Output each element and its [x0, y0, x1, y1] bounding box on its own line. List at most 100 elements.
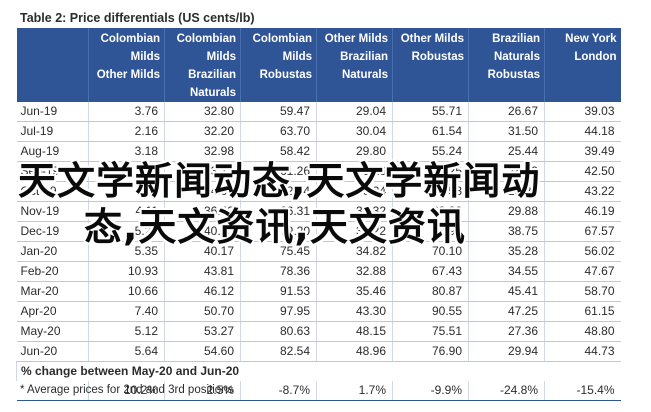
table-cell: 40.45	[164, 221, 241, 242]
table-cell: 62.20	[392, 201, 469, 222]
table-cell: 80.87	[392, 281, 469, 302]
table-cell: 39.49	[544, 141, 621, 162]
table-cell: 82.54	[240, 341, 317, 362]
table-cell: 35.22	[316, 221, 393, 242]
table-cell: 27.36	[468, 321, 545, 342]
table-cell: 2.16	[88, 121, 165, 142]
column-header: Other Milds Robustas	[392, 28, 469, 102]
table-cell: 32.20	[164, 121, 241, 142]
table-cell: 63.70	[240, 121, 317, 142]
pct-change-cell: -15.4%	[544, 381, 621, 401]
column-header: Colombian Milds Brazilian Naturals	[164, 28, 241, 102]
table-cell: 34.05	[164, 181, 241, 202]
row-label: Feb-20	[16, 261, 89, 282]
table-row: Feb-20 10.93 43.81 78.36 32.88 67.43 34.55 47.6…	[16, 261, 621, 282]
row-label: Jan-20	[16, 241, 89, 262]
table-cell: 56.02	[544, 241, 621, 262]
table-cell: 58.42	[240, 141, 317, 162]
row-label: Jun-20	[16, 341, 89, 362]
table-cell: 43.30	[316, 301, 393, 322]
row-label: Aug-19	[16, 141, 89, 162]
table-cell: 48.96	[316, 341, 393, 362]
table-cell: 40.17	[164, 241, 241, 262]
table-cell: 80.63	[240, 321, 317, 342]
table-cell: 5.64	[88, 341, 165, 362]
pct-change-cell: 2.5%	[164, 381, 241, 401]
header-row: Colombian Milds Other Milds Colombian Milds…	[16, 28, 621, 102]
table-row: Apr-20 7.40 50.70 97.95 43.30 90.55 47.25 61.15	[16, 301, 621, 322]
table-cell: 45.41	[468, 281, 545, 302]
table-title: Table 2: Price differentials (US cents/l…	[20, 11, 255, 25]
overlay-watermark-text: 天文学新闻动态,天文学新闻动 态,天文资讯,天文资讯	[18, 159, 541, 249]
table-cell: 28.09	[468, 161, 545, 182]
row-label: May-20	[16, 321, 89, 342]
table-cell: 67.43	[392, 261, 469, 282]
table-cell: 43.81	[164, 261, 241, 282]
table-cell: 28.29	[468, 181, 545, 202]
table-cell: 10.93	[88, 261, 165, 282]
table-cell: 75.45	[240, 241, 317, 262]
row-label: Dec-19	[16, 221, 89, 242]
pct-change-cell: -8.7%	[240, 381, 317, 401]
row-label: Sep-19	[16, 161, 89, 182]
table-body: Jun-19 3.76 32.80 59.47 29.04 55.71 26.67 39.03…	[16, 102, 621, 401]
table-cell: 30.16	[316, 161, 393, 182]
pct-row-label	[16, 381, 89, 401]
table-cell: 29.04	[316, 102, 393, 122]
column-header: Colombian Milds Other Milds	[88, 28, 165, 102]
table-cell: 5.23	[88, 221, 165, 242]
table-cell: 58.53	[392, 181, 469, 202]
table-cell: 31.50	[468, 121, 545, 142]
table-cell: 48.80	[544, 321, 621, 342]
row-label: Nov-19	[16, 201, 89, 222]
table-cell: 35.28	[468, 241, 545, 262]
table-cell: 67.57	[544, 221, 621, 242]
table-row: Aug-19 3.18 32.98 58.42 29.80 55.24 25.44 39.49	[16, 141, 621, 162]
table-cell: 46.12	[164, 281, 241, 302]
price-table-wrap: Colombian Milds Other Milds Colombian Milds…	[16, 28, 621, 401]
table-cell: 34.55	[468, 261, 545, 282]
table-cell: 32.88	[316, 261, 393, 282]
table-cell: 3.76	[88, 102, 165, 122]
table-cell: 10.66	[88, 281, 165, 302]
table-row: May-20 5.12 53.27 80.63 48.15 75.51 27.36 48.80	[16, 321, 621, 342]
table-cell: 59.47	[240, 102, 317, 122]
table-cell: 30.24	[316, 181, 393, 202]
table-cell: 75.51	[392, 321, 469, 342]
table-cell: 36.43	[164, 201, 241, 222]
pct-change-cell: 10.2%	[88, 381, 165, 401]
column-header: Brazilian Naturals Robustas	[468, 28, 545, 102]
table-cell: 29.94	[468, 341, 545, 362]
pct-change-cell: -24.8%	[468, 381, 545, 401]
table-cell: 29.80	[316, 141, 393, 162]
row-label: Oct-19	[16, 181, 89, 202]
table-cell: 3.81	[88, 181, 165, 202]
table-cell: 26.67	[468, 102, 545, 122]
table-cell: 32.32	[316, 201, 393, 222]
table-cell: 25.44	[468, 141, 545, 162]
row-label: Apr-20	[16, 301, 89, 322]
table-cell: 43.22	[544, 181, 621, 202]
table-cell: 66.31	[240, 201, 317, 222]
table-cell: 46.19	[544, 201, 621, 222]
table-cell: 91.53	[240, 281, 317, 302]
table-cell: 50.70	[164, 301, 241, 322]
table-row: Nov-19 4.11 36.43 66.31 32.32 62.20 29.88 46.19	[16, 201, 621, 222]
table-cell: 55.24	[392, 141, 469, 162]
table-cell: 47.67	[544, 261, 621, 282]
table-cell: 30.04	[316, 121, 393, 142]
table-cell: 35.46	[316, 281, 393, 302]
table-row: Jul-19 2.16 32.20 63.70 30.04 61.54 31.50 44.18	[16, 121, 621, 142]
table-cell: 79.20	[240, 221, 317, 242]
column-header: Colombian Milds Robustas	[240, 28, 317, 102]
table-cell: 54.60	[164, 341, 241, 362]
table-cell: 78.36	[240, 261, 317, 282]
column-header: Other Milds Brazilian Naturals	[316, 28, 393, 102]
table-cell: 32.80	[164, 102, 241, 122]
header-corner	[16, 28, 89, 102]
table-cell: 38.75	[468, 221, 545, 242]
table-cell: 90.55	[392, 301, 469, 322]
table-cell: 33.17	[164, 161, 241, 182]
price-differentials-table: Colombian Milds Other Milds Colombian Milds…	[16, 28, 621, 401]
table-cell: 5.12	[88, 321, 165, 342]
